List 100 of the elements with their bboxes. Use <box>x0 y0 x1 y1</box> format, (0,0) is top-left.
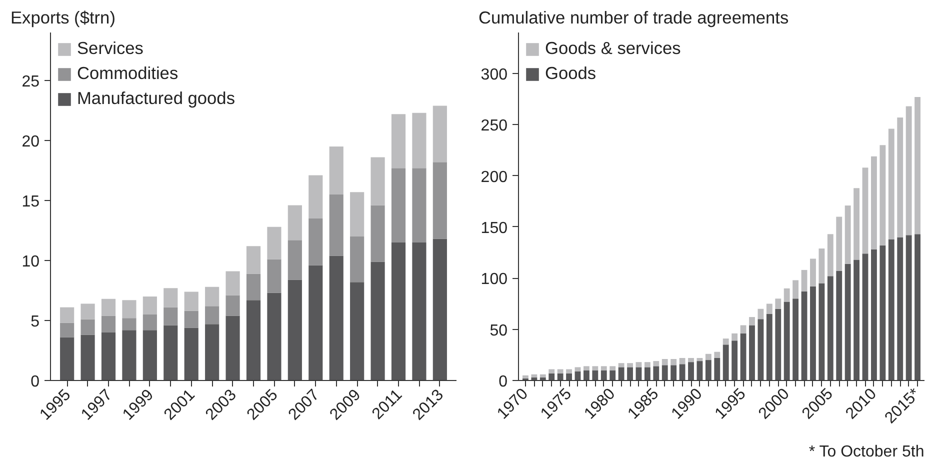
bar <box>670 359 677 366</box>
bar <box>766 314 772 380</box>
bar <box>246 274 261 300</box>
bar <box>906 106 912 236</box>
y-tick-label: 0 <box>498 374 508 390</box>
bar <box>522 375 528 378</box>
bar <box>653 366 660 380</box>
bar <box>164 288 178 308</box>
bar <box>246 300 261 380</box>
text: * To October 5th <box>808 444 924 460</box>
bar <box>557 369 564 374</box>
bar <box>288 280 302 380</box>
bar <box>775 308 782 380</box>
y-tick-label: 300 <box>480 66 508 84</box>
bar <box>226 295 240 316</box>
bar <box>540 374 546 378</box>
bar <box>836 270 842 380</box>
bar <box>688 358 694 362</box>
legend-label: Goods <box>545 63 596 84</box>
bar <box>914 96 920 234</box>
bar <box>810 258 816 286</box>
bar <box>784 302 790 380</box>
bar <box>844 205 851 264</box>
bar <box>308 218 323 266</box>
bar <box>184 310 198 328</box>
bar <box>897 237 904 380</box>
bar <box>226 271 240 296</box>
bar <box>662 365 668 380</box>
bar <box>670 365 677 380</box>
y-tick-label: 50 <box>490 322 508 340</box>
bar <box>432 106 447 162</box>
bar <box>391 242 406 380</box>
bar <box>688 362 694 380</box>
bar <box>288 240 302 280</box>
bar <box>370 262 385 380</box>
bar <box>548 369 555 374</box>
bar <box>705 360 712 380</box>
bar <box>412 112 426 168</box>
bar <box>906 235 912 380</box>
y-tick-label: 20 <box>22 134 40 150</box>
y-tick-label: 15 <box>22 194 40 210</box>
bar <box>844 264 851 380</box>
bar <box>205 306 220 324</box>
bar <box>350 282 364 380</box>
bar <box>412 242 426 380</box>
bar <box>574 367 581 372</box>
bar <box>818 248 825 284</box>
bar <box>205 286 220 306</box>
bar <box>391 114 406 168</box>
bar <box>888 239 894 380</box>
bar <box>722 344 729 380</box>
bar <box>412 168 426 242</box>
y-tick-label: 100 <box>480 271 508 288</box>
bar <box>854 260 860 380</box>
y-tick-label: 200 <box>480 168 508 186</box>
bar <box>600 366 607 370</box>
y-tick-label: 150 <box>480 220 508 237</box>
bar <box>308 265 323 380</box>
bar <box>101 298 116 316</box>
bar <box>184 292 198 311</box>
bar <box>80 304 95 320</box>
bar <box>801 291 808 380</box>
bar <box>871 156 877 250</box>
bar <box>288 205 302 240</box>
bar <box>246 246 261 274</box>
bar <box>557 373 564 380</box>
bar <box>122 318 136 330</box>
bar <box>880 145 886 246</box>
bar <box>600 370 607 380</box>
chart-title: Cumulative number of trade agreements <box>478 8 789 28</box>
bar <box>679 364 686 380</box>
bar <box>122 330 136 380</box>
y-tick-label: 25 <box>22 74 40 90</box>
bar <box>610 366 616 370</box>
bar <box>164 325 178 380</box>
bar <box>618 367 624 380</box>
bar <box>583 366 590 370</box>
bar <box>627 363 633 368</box>
bar <box>636 362 642 368</box>
bar <box>862 168 868 254</box>
bar <box>60 307 74 323</box>
bar <box>880 245 886 380</box>
bar <box>653 361 660 366</box>
bar <box>329 146 344 194</box>
bar <box>705 354 712 360</box>
bar <box>810 286 816 380</box>
bar <box>583 370 590 380</box>
bar <box>391 168 406 242</box>
bar <box>732 333 738 341</box>
bar <box>749 325 755 380</box>
bar <box>592 366 598 370</box>
bar <box>142 330 157 380</box>
bar <box>888 128 894 240</box>
bar <box>696 361 703 380</box>
bar <box>740 333 746 380</box>
bar <box>329 256 344 380</box>
legend-label: Commodities <box>77 63 178 84</box>
bar <box>818 283 825 380</box>
bar <box>722 338 729 345</box>
bar <box>740 325 746 334</box>
